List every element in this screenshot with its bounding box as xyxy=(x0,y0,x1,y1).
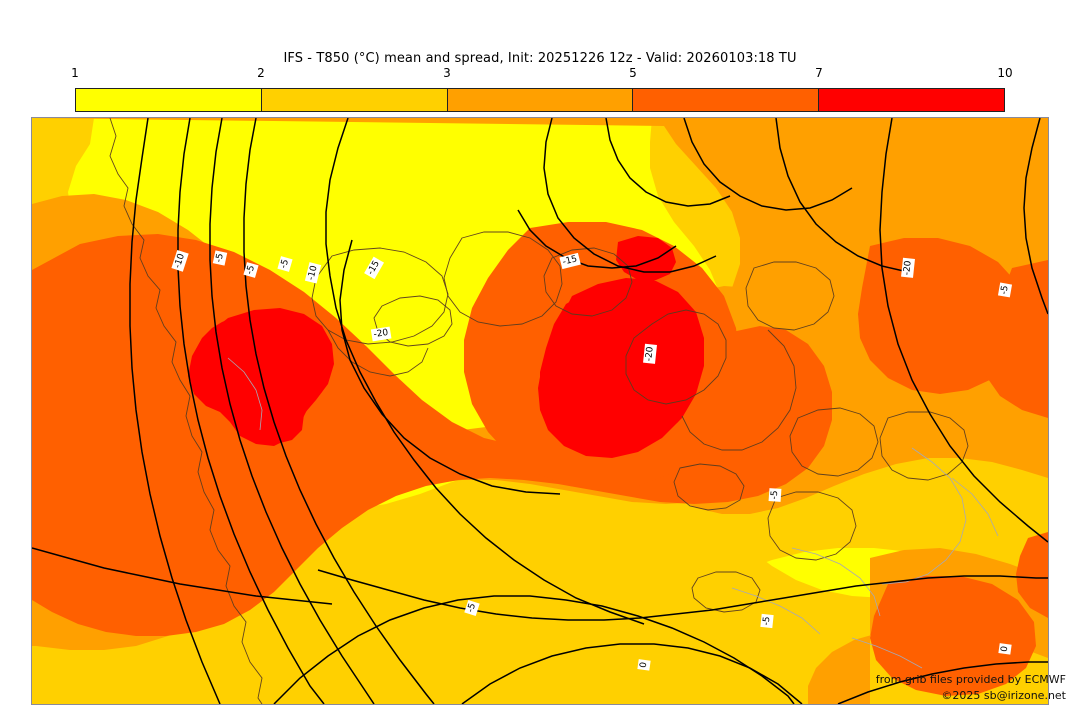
colorbar-tick-3: 3 xyxy=(443,66,451,80)
colorbar-band-1-2 xyxy=(76,89,262,111)
colorbar-band-7-10 xyxy=(819,89,1004,111)
data-source-credit: from grib files provided by ECMWF xyxy=(875,673,1066,686)
map-canvas xyxy=(32,118,1048,704)
contour-label: -5 xyxy=(768,488,782,502)
contour-label: -5 xyxy=(997,282,1013,298)
contour-label: -20 xyxy=(643,344,657,364)
colorbar-tick-10: 10 xyxy=(997,66,1013,80)
copyright-credit: ©2025 sb@irizone.net xyxy=(941,689,1066,702)
colorbar-tick-1: 1 xyxy=(71,66,79,80)
page-title: IFS - T850 (°C) mean and spread, Init: 2… xyxy=(283,51,797,66)
colorbar: 1 2 3 5 7 10 xyxy=(71,66,1013,112)
forecast-map[interactable]: -10-5-5-5-10-15-20-15-20-20-5-5-50-500 xyxy=(31,117,1049,705)
contour-label: -5 xyxy=(760,613,774,629)
colorbar-band-5-7 xyxy=(633,89,820,111)
colorbar-bands xyxy=(75,88,1005,112)
colorbar-tick-7: 7 xyxy=(815,66,823,80)
colorbar-band-2-3 xyxy=(261,89,448,111)
colorbar-tick-2: 2 xyxy=(257,66,265,80)
contour-label: -20 xyxy=(901,258,915,278)
colorbar-tick-5: 5 xyxy=(629,66,637,80)
contour-label: 0 xyxy=(998,643,1012,655)
colorbar-band-3-5 xyxy=(447,89,634,111)
contour-label: 0 xyxy=(637,659,651,671)
